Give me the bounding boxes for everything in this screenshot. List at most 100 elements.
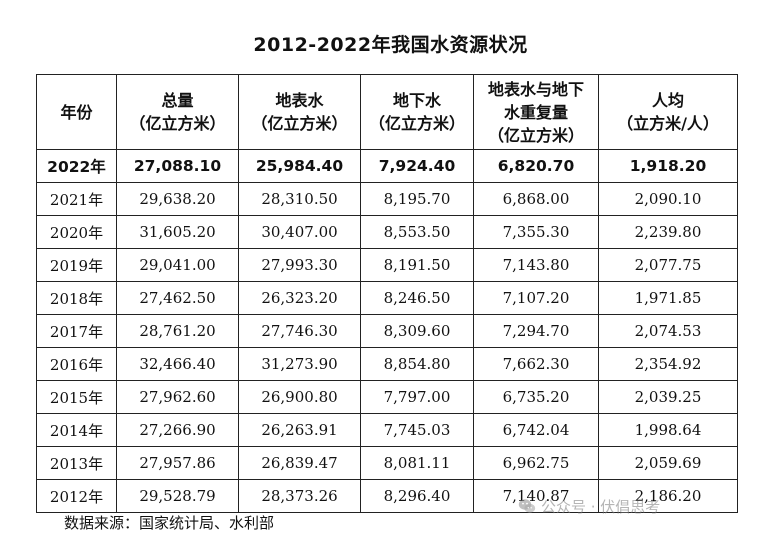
cell-surface: 28,310.50 xyxy=(238,182,361,216)
cell-ground: 8,854.80 xyxy=(360,347,474,381)
column-header-line: 地表水 xyxy=(275,91,324,110)
table-body: 2022年 27,088.10 25,984.40 7,924.40 6,820.70 1… xyxy=(36,149,738,513)
header-row: 年份 总量 （亿立方米） 地表水 （亿立方米） 地下水 （亿立方米） 地表水与地下 水重复量 （亿… xyxy=(36,74,738,150)
column-header-line: （亿立方米） xyxy=(129,114,226,133)
cell-total: 27,088.10 xyxy=(116,149,239,183)
cell-ground: 8,246.50 xyxy=(360,281,474,315)
cell-total: 27,957.86 xyxy=(116,446,239,480)
column-header-line: 地下水 xyxy=(392,91,441,110)
cell-year: 2016年 xyxy=(36,347,117,381)
cell-ground: 8,081.11 xyxy=(360,446,474,480)
column-header-line: 人均 xyxy=(651,91,684,110)
cell-ground: 8,553.50 xyxy=(360,215,474,249)
table-row: 2019年 29,041.00 27,993.30 8,191.50 7,143.80 2… xyxy=(36,248,738,282)
cell-surface: 26,900.80 xyxy=(238,380,361,414)
cell-year: 2022年 xyxy=(36,149,117,183)
cell-overlap: 7,143.80 xyxy=(473,248,599,282)
column-header-per_capita: 人均 （立方米/人） xyxy=(598,74,738,150)
cell-surface: 26,323.20 xyxy=(238,281,361,315)
table-row: 2015年 27,962.60 26,900.80 7,797.00 6,735.20 2… xyxy=(36,380,738,414)
table-row: 2012年 29,528.79 28,373.26 8,296.40 7,140.87 2… xyxy=(36,479,738,513)
cell-per_capita: 1,998.64 xyxy=(598,413,738,447)
cell-overlap: 7,662.30 xyxy=(473,347,599,381)
column-header-overlap: 地表水与地下 水重复量 （亿立方米） xyxy=(473,74,599,150)
column-header-line: （亿立方米） xyxy=(487,125,584,145)
cell-per_capita: 2,074.53 xyxy=(598,314,738,348)
cell-total: 27,462.50 xyxy=(116,281,239,315)
column-header-ground: 地下水 （亿立方米） xyxy=(360,74,474,150)
column-header-year: 年份 xyxy=(36,74,117,150)
table-row: 2021年 29,638.20 28,310.50 8,195.70 6,868.00 2… xyxy=(36,182,738,216)
cell-total: 28,761.20 xyxy=(116,314,239,348)
column-header-line: （立方米/人） xyxy=(617,114,719,133)
cell-overlap: 6,868.00 xyxy=(473,182,599,216)
cell-overlap: 7,355.30 xyxy=(473,215,599,249)
cell-year: 2015年 xyxy=(36,380,117,414)
cell-surface: 30,407.00 xyxy=(238,215,361,249)
table-header: 年份 总量 （亿立方米） 地表水 （亿立方米） 地下水 （亿立方米） 地表水与地下 水重复量 （亿… xyxy=(36,74,738,150)
cell-total: 29,041.00 xyxy=(116,248,239,282)
cell-year: 2013年 xyxy=(36,446,117,480)
cell-surface: 31,273.90 xyxy=(238,347,361,381)
cell-year: 2021年 xyxy=(36,182,117,216)
cell-year: 2018年 xyxy=(36,281,117,315)
table-row: 2020年 31,605.20 30,407.00 8,553.50 7,355.30 2… xyxy=(36,215,738,249)
cell-overlap: 6,735.20 xyxy=(473,380,599,414)
cell-per_capita: 2,239.80 xyxy=(598,215,738,249)
table-row: 2014年 27,266.90 26,263.91 7,745.03 6,742.04 1… xyxy=(36,413,738,447)
cell-per_capita: 2,077.75 xyxy=(598,248,738,282)
watermark: 公众号 · 伏倡思考 xyxy=(518,494,660,518)
cell-total: 27,962.60 xyxy=(116,380,239,414)
table-title: 2012-2022年我国水资源状况 xyxy=(253,34,528,56)
cell-per_capita: 1,918.20 xyxy=(598,149,738,183)
column-header-total: 总量 （亿立方米） xyxy=(116,74,239,150)
watermark-text: 公众号 · 伏倡思考 xyxy=(541,497,661,516)
column-header-surface: 地表水 （亿立方米） xyxy=(238,74,361,150)
cell-total: 29,638.20 xyxy=(116,182,239,216)
table-row: 2018年 27,462.50 26,323.20 8,246.50 7,107.20 1… xyxy=(36,281,738,315)
cell-overlap: 6,962.75 xyxy=(473,446,599,480)
column-header-line: 地表水与地下 xyxy=(487,79,584,99)
table-row: 2022年 27,088.10 25,984.40 7,924.40 6,820.70 1… xyxy=(36,149,738,183)
cell-per_capita: 2,354.92 xyxy=(598,347,738,381)
cell-surface: 28,373.26 xyxy=(238,479,361,513)
data-source-note: 数据来源：国家统计局、水利部 xyxy=(64,514,275,532)
cell-year: 2019年 xyxy=(36,248,117,282)
column-header-line: 年份 xyxy=(60,102,93,122)
cell-ground: 8,195.70 xyxy=(360,182,474,216)
cell-overlap: 6,742.04 xyxy=(473,413,599,447)
cell-overlap: 7,294.70 xyxy=(473,314,599,348)
cell-total: 29,528.79 xyxy=(116,479,239,513)
cell-total: 31,605.20 xyxy=(116,215,239,249)
cell-ground: 7,797.00 xyxy=(360,380,474,414)
column-header-line: 水重复量 xyxy=(503,102,568,122)
cell-surface: 27,993.30 xyxy=(238,248,361,282)
cell-overlap: 6,820.70 xyxy=(473,149,599,183)
cell-total: 32,466.40 xyxy=(116,347,239,381)
cell-surface: 25,984.40 xyxy=(238,149,361,183)
table-row: 2013年 27,957.86 26,839.47 8,081.11 6,962.75 2… xyxy=(36,446,738,480)
cell-year: 2017年 xyxy=(36,314,117,348)
table-row: 2016年 32,466.40 31,273.90 8,854.80 7,662.30 2… xyxy=(36,347,738,381)
cell-ground: 7,745.03 xyxy=(360,413,474,447)
cell-surface: 27,746.30 xyxy=(238,314,361,348)
cell-overlap: 7,107.20 xyxy=(473,281,599,315)
table-row: 2017年 28,761.20 27,746.30 8,309.60 7,294.70 2… xyxy=(36,314,738,348)
cell-ground: 8,191.50 xyxy=(360,248,474,282)
water-resources-table: 年份 总量 （亿立方米） 地表水 （亿立方米） 地下水 （亿立方米） 地表水与地下 水重复量 （亿… xyxy=(36,74,738,513)
cell-surface: 26,839.47 xyxy=(238,446,361,480)
cell-per_capita: 1,971.85 xyxy=(598,281,738,315)
cell-per_capita: 2,059.69 xyxy=(598,446,738,480)
cell-ground: 8,309.60 xyxy=(360,314,474,348)
column-header-line: 总量 xyxy=(161,91,194,110)
wechat-icon xyxy=(518,499,536,513)
cell-per_capita: 2,039.25 xyxy=(598,380,738,414)
cell-per_capita: 2,090.10 xyxy=(598,182,738,216)
cell-year: 2012年 xyxy=(36,479,117,513)
column-header-line: （亿立方米） xyxy=(368,114,465,133)
cell-year: 2014年 xyxy=(36,413,117,447)
cell-per_capita: 2,186.20 xyxy=(598,479,738,513)
cell-ground: 8,296.40 xyxy=(360,479,474,513)
column-header-line: （亿立方米） xyxy=(251,114,348,133)
cell-ground: 7,924.40 xyxy=(360,149,474,183)
